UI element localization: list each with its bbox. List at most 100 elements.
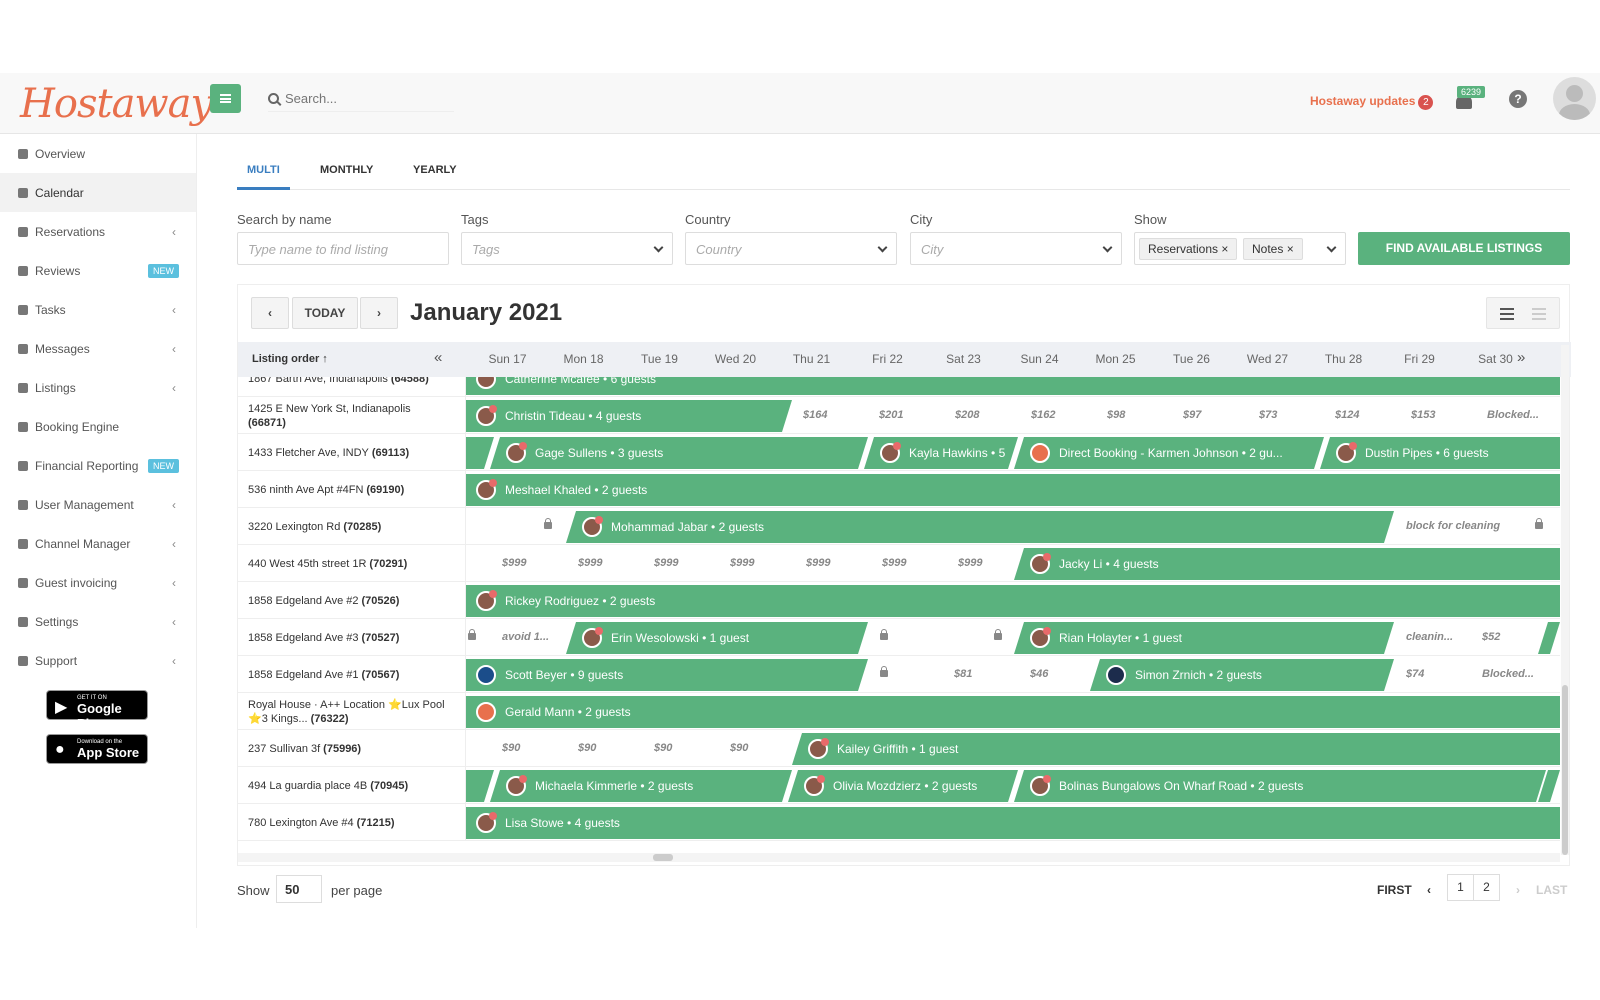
reservation-bar[interactable]: Rickey Rodriguez • 2 guests (466, 585, 1560, 617)
chevron-left-icon[interactable]: ‹ (1427, 883, 1431, 897)
price-cell[interactable]: $90 (654, 742, 673, 754)
horizontal-scrollbar[interactable] (238, 853, 1560, 862)
reservation-bar[interactable]: Dustin Pipes • 6 guests (1320, 437, 1560, 469)
today-button[interactable]: TODAY (292, 297, 358, 329)
reservation-bar[interactable]: Bolinas Bungalows On Wharf Road • 2 gues… (1014, 770, 1546, 802)
sidebar-item-calendar[interactable]: Calendar (0, 173, 196, 212)
last-page-button[interactable]: LAST (1536, 883, 1568, 897)
price-cell[interactable]: $90 (730, 742, 749, 754)
reservation-bar[interactable]: Kailey Griffith • 1 guest (792, 733, 1560, 765)
listing-name[interactable]: 1858 Edgeland Ave #3 (70527) (238, 619, 466, 656)
sidebar-item-overview[interactable]: Overview (0, 134, 196, 173)
per-page-select[interactable]: 50 (276, 875, 322, 903)
sidebar-item-messages[interactable]: Messages ‹ (0, 329, 196, 368)
price-cell[interactable]: $52 (1482, 631, 1501, 643)
listing-name[interactable]: 440 West 45th street 1R (70291) (238, 545, 466, 582)
reservation-bar[interactable]: Meshael Khaled • 2 guests (466, 474, 1560, 506)
price-cell[interactable]: $164 (803, 409, 828, 421)
hostaway-logo[interactable]: Hostaway (20, 81, 213, 127)
sidebar-item-listings[interactable]: Listings ‹ (0, 368, 196, 407)
price-cell[interactable]: $74 (1406, 668, 1425, 680)
bell-icon[interactable] (1456, 95, 1472, 109)
price-cell[interactable]: $201 (879, 409, 904, 421)
blocked-cell[interactable]: Blocked... (1482, 668, 1534, 680)
price-cell[interactable]: $81 (954, 668, 973, 680)
show-chip-notes[interactable]: Notes × (1243, 238, 1303, 260)
help-icon[interactable]: ? (1509, 90, 1527, 108)
listing-name[interactable]: 1433 Fletcher Ave, INDY (69113) (238, 434, 466, 471)
price-cell[interactable]: $98 (1107, 409, 1126, 421)
listing-name[interactable]: 494 La guardia place 4B (70945) (238, 767, 466, 804)
price-cell[interactable]: $999 (730, 557, 755, 569)
price-cell[interactable]: $90 (502, 742, 521, 754)
reservation-bar[interactable]: Kayla Hawkins • 5 (864, 437, 1018, 469)
listing-name[interactable]: 3220 Lexington Rd (70285) (238, 508, 466, 545)
reservation-bar[interactable]: Michaela Kimmerle • 2 guests (490, 770, 792, 802)
next-period-button[interactable]: › (360, 297, 398, 329)
reservation-bar[interactable]: Direct Booking - Karmen Johnson • 2 gu..… (1014, 437, 1324, 469)
close-icon[interactable]: × (1286, 242, 1294, 256)
sidebar-item-support[interactable]: Support ‹ (0, 641, 196, 680)
page-2-button[interactable]: 2 (1473, 874, 1500, 901)
close-icon[interactable]: × (1221, 242, 1229, 256)
listing-name[interactable]: 1425 E New York St, Indianapolis (66871) (238, 397, 466, 434)
tab-multi[interactable]: MULTI (247, 164, 280, 176)
sidebar-item-reservations[interactable]: Reservations ‹ (0, 212, 196, 251)
reservation-bar[interactable]: Jacky Li • 4 guests (1014, 548, 1560, 580)
prev-period-button[interactable]: ‹ (251, 297, 289, 329)
listing-name[interactable]: 1858 Edgeland Ave #2 (70526) (238, 582, 466, 619)
reservation-bar[interactable] (1538, 622, 1560, 654)
listing-name[interactable]: 1858 Edgeland Ave #1 (70567) (238, 656, 466, 693)
price-cell[interactable]: $999 (654, 557, 679, 569)
listing-order-sort[interactable]: Listing order ↑ (252, 353, 328, 365)
reservation-bar[interactable]: Mohammad Jabar • 2 guests (566, 511, 1394, 543)
reservation-bar[interactable]: Lisa Stowe • 4 guests (466, 807, 1560, 839)
price-cell[interactable]: $153 (1411, 409, 1436, 421)
vertical-scrollbar[interactable] (1561, 345, 1569, 855)
global-search-input[interactable] (285, 91, 445, 106)
note-cell[interactable]: block for cleaning (1406, 520, 1501, 532)
price-cell[interactable]: $73 (1259, 409, 1278, 421)
listing-name[interactable]: 536 ninth Ave Apt #4FN (69190) (238, 471, 466, 508)
listing-name[interactable]: 237 Sullivan 3f (75996) (238, 730, 466, 767)
note-cell[interactable]: cleanin... (1406, 631, 1454, 643)
chevrons-right-icon[interactable]: » (1517, 349, 1526, 366)
note-cell[interactable]: avoid 1... (502, 631, 550, 643)
reservation-bar[interactable]: Gage Sullens • 3 guests (490, 437, 868, 469)
reservation-bar[interactable]: Christin Tideau • 4 guests (466, 400, 792, 432)
sidebar-item-booking-engine[interactable]: Booking Engine (0, 407, 196, 446)
country-select[interactable]: Country (685, 232, 897, 265)
sidebar-item-settings[interactable]: Settings ‹ (0, 602, 196, 641)
compact-view-icon[interactable] (1532, 308, 1546, 320)
tab-monthly[interactable]: MONTHLY (320, 164, 374, 176)
reservation-bar[interactable]: Catherine Mcafee • 6 guests (466, 377, 1560, 395)
price-cell[interactable]: $999 (882, 557, 907, 569)
chevrons-left-icon[interactable]: « (434, 349, 443, 366)
listing-name[interactable]: 1867 Barth Ave, Indianapolis (64588) (238, 377, 466, 397)
page-1-button[interactable]: 1 (1447, 874, 1474, 901)
price-cell[interactable]: $90 (578, 742, 597, 754)
price-cell[interactable]: $999 (578, 557, 603, 569)
sidebar-item-financial-reporting[interactable]: Financial Reporting NEW (0, 446, 196, 485)
city-select[interactable]: City (910, 232, 1122, 265)
price-cell[interactable]: $46 (1030, 668, 1049, 680)
reservation-bar[interactable]: Olivia Mozdzierz • 2 guests (788, 770, 1018, 802)
reservation-bar[interactable]: Rian Holayter • 1 guest (1014, 622, 1394, 654)
reservation-bar[interactable] (466, 770, 494, 802)
sidebar-item-tasks[interactable]: Tasks ‹ (0, 290, 196, 329)
hostaway-updates-link[interactable]: Hostaway updates 2 (1310, 94, 1434, 110)
sidebar-item-user-management[interactable]: User Management ‹ (0, 485, 196, 524)
tab-yearly[interactable]: YEARLY (413, 164, 457, 176)
show-select[interactable]: Reservations × Notes × (1134, 232, 1346, 265)
price-cell[interactable]: $999 (502, 557, 527, 569)
price-cell[interactable]: $97 (1183, 409, 1202, 421)
reservation-bar[interactable]: Scott Beyer • 9 guests (466, 659, 868, 691)
search-by-name-input[interactable]: Type name to find listing (237, 232, 449, 265)
price-cell[interactable]: $124 (1335, 409, 1360, 421)
app-store-badge[interactable]: ● Download on the App Store (46, 734, 148, 764)
find-available-listings-button[interactable]: FIND AVAILABLE LISTINGS (1358, 232, 1570, 265)
tags-select[interactable]: Tags (461, 232, 673, 265)
sidebar-item-guest-invoicing[interactable]: Guest invoicing ‹ (0, 563, 196, 602)
price-cell[interactable]: $162 (1031, 409, 1056, 421)
price-cell[interactable]: $999 (958, 557, 983, 569)
